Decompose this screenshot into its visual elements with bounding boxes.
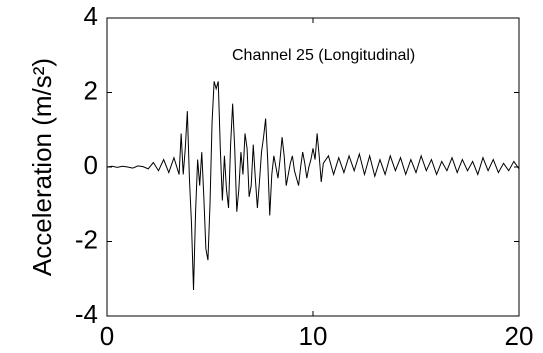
y-tick-label: -2 — [75, 224, 98, 254]
x-tick-label: 0 — [100, 321, 114, 351]
y-tick-label: 0 — [84, 150, 98, 180]
y-tick-label: 2 — [84, 75, 98, 105]
x-tick-label: 10 — [299, 321, 328, 351]
y-tick-label: 4 — [84, 1, 98, 31]
y-axis-label: Acceleration (m/s²) — [27, 58, 57, 276]
y-tick-label: -4 — [75, 299, 98, 329]
data-line — [106, 81, 520, 290]
x-tick-label: 20 — [505, 321, 534, 351]
annotation: Channel 25 (Longitudinal) — [232, 47, 415, 64]
